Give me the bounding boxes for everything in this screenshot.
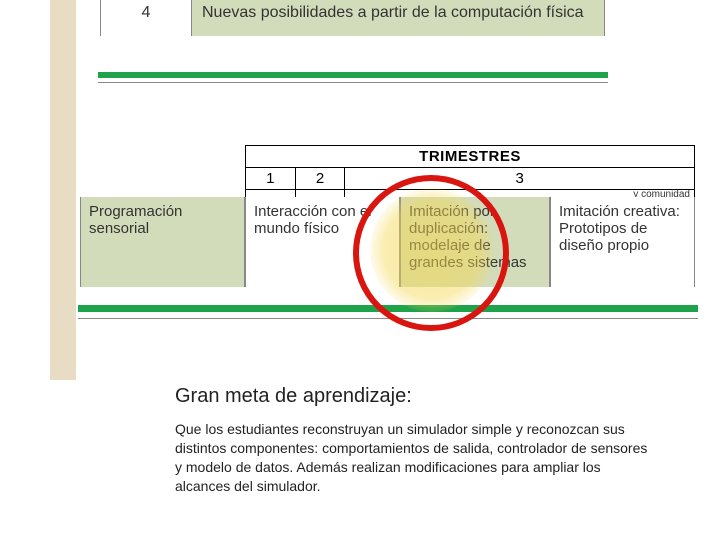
content-cell-0: Programación sensorial [80, 197, 245, 287]
content-row: Programación sensorial Interacción con e… [80, 197, 695, 287]
content-cell-1: Interacción con el mundo físico [245, 197, 400, 287]
top-thin-divider [98, 82, 608, 83]
decorative-tan-strip [50, 0, 76, 380]
content-cell-2: Imitación por duplicación: modelaje de g… [400, 197, 550, 287]
unit-description-cell: Nuevas posibilidades a partir de la comp… [192, 0, 605, 36]
trimestres-title: TRIMESTRES [246, 146, 695, 168]
bottom-thin-divider [78, 318, 698, 319]
trimestres-table: TRIMESTRES 1 2 3 y comunidad [245, 145, 695, 201]
content-cell-3: Imitación creativa: Prototipos de diseño… [550, 197, 695, 287]
trimestre-col-1: 1 [246, 168, 296, 190]
learning-goal-block: Gran meta de aprendizaje: Que los estudi… [175, 385, 655, 496]
top-unit-table: 4 Nuevas posibilidades a partir de la co… [100, 0, 605, 36]
top-green-divider [98, 72, 608, 78]
learning-goal-title: Gran meta de aprendizaje: [175, 385, 655, 408]
learning-goal-body: Que los estudiantes reconstruyan un simu… [175, 420, 655, 496]
trimestres-header-block: TRIMESTRES 1 2 3 y comunidad [80, 145, 695, 201]
trimestre-col-3: 3 [345, 168, 695, 190]
unit-number-cell: 4 [101, 0, 192, 36]
bottom-green-divider [78, 305, 698, 312]
trimestre-col-2: 2 [295, 168, 345, 190]
